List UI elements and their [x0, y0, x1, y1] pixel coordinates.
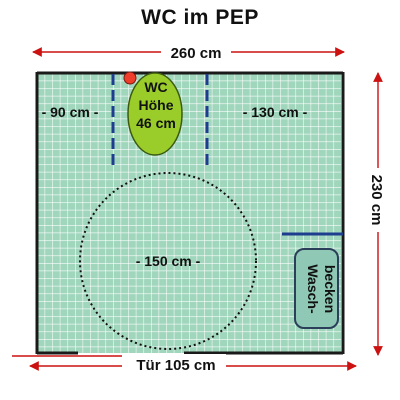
flush-button-icon	[123, 71, 137, 85]
toilet: WC Höhe 46 cm	[123, 71, 183, 156]
width-label-backdrop	[161, 42, 231, 62]
washbasin-label-line2: becken	[322, 265, 338, 313]
wc-label-line1: WC	[144, 79, 167, 95]
wc-label-line3: 46 cm	[136, 115, 176, 131]
wc-label-line2: Höhe	[139, 97, 174, 113]
washbasin-label-line1: Wasch-	[305, 264, 321, 314]
door-label-backdrop	[126, 354, 226, 374]
left-clearance-label: - 90 cm -	[42, 104, 99, 120]
door-label: Tür 105 cm	[136, 357, 215, 374]
height-dimension: 230 cm	[368, 72, 388, 356]
width-label: 260 cm	[171, 45, 222, 62]
door-dimension: Tür 105 cm	[12, 354, 357, 374]
washbasin-shape	[294, 248, 339, 329]
turning-circle-label: - 150 cm -	[136, 253, 201, 269]
toilet-bowl	[127, 72, 183, 156]
width-dimension: 260 cm	[32, 42, 345, 62]
turning-circle-outline	[79, 172, 257, 350]
right-clearance-label: - 130 cm -	[243, 104, 308, 120]
washbasin: Wasch- becken	[294, 248, 339, 329]
walls	[35, 71, 345, 355]
height-label: 230 cm	[368, 175, 385, 226]
plan-title: WC im PEP	[141, 6, 259, 29]
tiled-floor	[37, 73, 343, 353]
turning-circle: - 150 cm -	[79, 172, 257, 350]
height-label-backdrop	[368, 168, 388, 232]
